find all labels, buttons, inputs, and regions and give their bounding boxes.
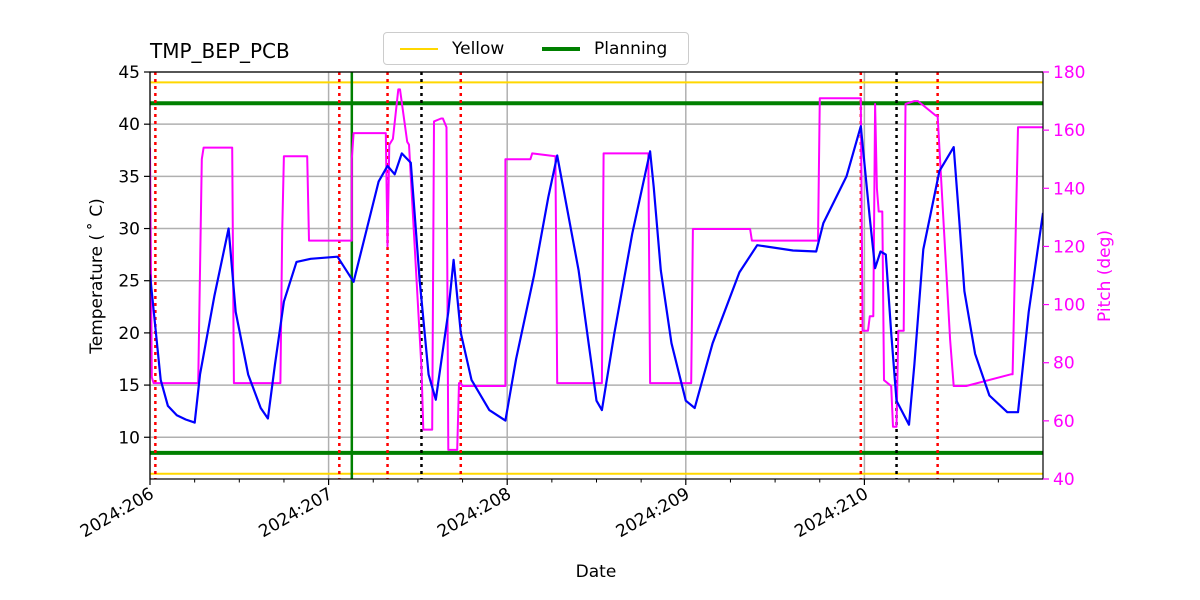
y2-tick-label: 140 — [1053, 179, 1085, 199]
y2-tick-label: 180 — [1053, 63, 1085, 83]
temperature-series-line — [150, 125, 1043, 426]
legend-swatch-planning — [542, 47, 580, 51]
y2-tick-label: 100 — [1053, 296, 1085, 316]
y2-tick-label: 40 — [1053, 470, 1075, 490]
y-axis-pitch: 40 60 80 100 120 140 160 180 — [1043, 63, 1085, 490]
y-tick-label: 15 — [118, 376, 140, 396]
y2-tick-label: 60 — [1053, 412, 1075, 432]
chart-title: TMP_BEP_PCB — [149, 39, 290, 63]
y-tick-label: 30 — [118, 220, 140, 240]
y2-tick-label: 120 — [1053, 237, 1085, 257]
pitch-series-line — [150, 88, 1043, 451]
series-layer — [150, 88, 1043, 451]
y-axis-label: Temperature ( ˚ C) — [86, 198, 107, 355]
legend: Yellow Planning — [383, 32, 689, 65]
legend-label-planning: Planning — [594, 39, 668, 59]
y2-tick-label: 80 — [1053, 354, 1075, 374]
y-tick-label: 10 — [118, 428, 140, 448]
y-tick-label: 35 — [118, 167, 140, 187]
y-tick-label: 45 — [118, 63, 140, 83]
y-tick-label: 25 — [118, 272, 140, 292]
y-tick-label: 40 — [118, 115, 140, 135]
legend-item-planning: Planning — [542, 39, 667, 59]
legend-label-yellow: Yellow — [452, 39, 505, 59]
limit-lines — [150, 81, 1043, 475]
legend-item-yellow: Yellow — [400, 39, 504, 59]
y2-tick-label: 160 — [1053, 121, 1085, 141]
y-axis-temperature: 10 15 20 25 30 35 40 45 — [118, 63, 150, 448]
x-axis-label: Date — [576, 562, 617, 582]
y2-axis-label: Pitch (deg) — [1095, 230, 1115, 322]
y-tick-label: 20 — [118, 324, 140, 344]
legend-swatch-yellow — [400, 48, 438, 50]
event-vertical-lines — [154, 72, 939, 479]
